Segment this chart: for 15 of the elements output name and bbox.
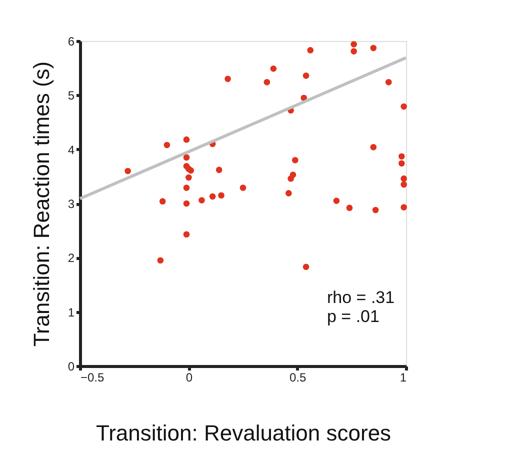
annotation: rho = .31	[327, 288, 395, 307]
y-tick-label: 0	[68, 360, 75, 374]
x-tick-label: −0.5	[80, 370, 105, 384]
y-tick-label: 2	[68, 251, 75, 266]
x-tick-label: 1	[400, 370, 407, 384]
x-tick-label: 0.5	[289, 370, 306, 384]
y-tick-label: 1	[68, 305, 75, 320]
x-axis-title: Transition: Revaluation scores	[96, 420, 392, 446]
y-tick-label: 6	[68, 34, 75, 48]
x-tick-label: 0	[186, 370, 193, 384]
y-tick-label: 5	[68, 88, 75, 103]
y-tick-label: 4	[68, 142, 75, 157]
y-axis-title: Transition: Reaction times (s)	[28, 61, 54, 347]
annotation: p = .01	[327, 307, 380, 326]
y-tick-label: 3	[68, 197, 75, 211]
